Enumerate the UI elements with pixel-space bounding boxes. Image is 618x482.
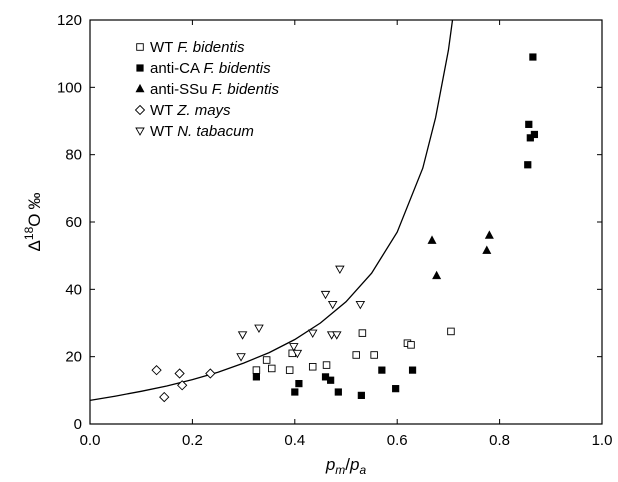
point-series1-4 [285, 366, 294, 374]
legend-entry-4: WT Z. mays [150, 102, 231, 119]
y-tick-label-4: 80 [65, 147, 82, 164]
point-series1-10 [370, 351, 378, 359]
legend-entry-1: WT F. bidentis [150, 39, 245, 56]
data-points [151, 53, 539, 403]
legend-marker-3 [135, 83, 145, 93]
point-series5-7 [320, 290, 331, 300]
x-tick-label-2: 0.4 [284, 432, 305, 449]
point-series5-9 [327, 301, 338, 310]
legend-entry-3: anti-SSu F. bidentis [150, 81, 279, 98]
y-tick-label-6: 120 [57, 12, 82, 29]
point-series3-2 [432, 270, 442, 280]
y-tick-label-5: 100 [57, 79, 82, 96]
point-series2-9 [392, 385, 400, 393]
x-axis-title: pm/pa [325, 455, 367, 477]
point-series5-10 [332, 331, 342, 340]
point-series5-4 [289, 343, 299, 352]
legend-marker-2 [136, 64, 144, 72]
point-series5-6 [307, 329, 318, 339]
x-tick-label-1: 0.2 [182, 432, 203, 449]
model-curve-line [89, 19, 454, 402]
point-series3-1 [427, 235, 437, 244]
point-series1-13 [447, 327, 455, 336]
point-series2-15 [530, 130, 539, 139]
y-axis-title: Δ18O‰ [22, 193, 44, 252]
point-series1-6 [308, 363, 317, 371]
y-tick-label-1: 20 [65, 349, 82, 366]
model-curve-group [89, 19, 454, 402]
point-series2-6 [334, 388, 342, 396]
point-series1-12 [407, 341, 415, 349]
point-series3-3 [482, 245, 492, 254]
axis-ticks: 0.0 0.2 0.4 0.6 0.8 1.0 0 20 40 60 80 100 120 [57, 12, 612, 449]
point-series5-5 [292, 349, 303, 359]
point-series2-11 [524, 161, 532, 169]
point-series2-5 [327, 376, 335, 384]
legend: WT F. bidentis anti-CA F. bidentis anti-… [134, 39, 279, 140]
point-series4-5 [205, 368, 216, 379]
point-series2-3 [295, 379, 303, 388]
point-series2-8 [378, 366, 386, 374]
x-tick-label-4: 0.8 [489, 432, 510, 449]
point-series4-3 [174, 368, 185, 379]
y-tick-label-2: 40 [65, 281, 82, 298]
point-series1-3 [268, 364, 276, 373]
legend-markers [134, 43, 146, 136]
point-series5-11 [335, 265, 345, 275]
point-series1-9 [358, 329, 367, 337]
point-series1-2 [262, 356, 271, 364]
point-series4-2 [159, 391, 170, 403]
x-tick-label-5: 1.0 [592, 432, 613, 449]
point-series1-7 [322, 361, 331, 369]
point-series2-7 [357, 391, 365, 399]
point-series5-12 [355, 301, 366, 310]
point-series1-8 [352, 351, 360, 359]
y-tick-label-3: 60 [65, 214, 82, 231]
point-series2-14 [529, 53, 537, 61]
point-series2-1 [252, 373, 261, 381]
point-series4-1 [151, 364, 162, 376]
x-tick-label-3: 0.6 [387, 432, 408, 449]
legend-entry-5: WT N. tabacum [150, 123, 254, 140]
y-tick-label-0: 0 [74, 416, 82, 433]
point-series2-10 [408, 366, 417, 374]
point-series1-1 [252, 366, 261, 374]
point-series5-3 [254, 324, 264, 333]
point-series2-2 [291, 388, 299, 396]
point-series5-1 [236, 353, 246, 362]
point-series4-4 [177, 380, 188, 391]
legend-marker-1 [136, 43, 144, 51]
point-series5-2 [237, 331, 248, 340]
legend-marker-4 [134, 104, 146, 116]
legend-marker-5 [135, 127, 145, 136]
point-series2-12 [525, 120, 533, 128]
point-series3-4 [484, 230, 494, 239]
legend-entry-2: anti-CA F. bidentis [150, 60, 271, 77]
x-tick-label-0: 0.0 [80, 432, 101, 449]
